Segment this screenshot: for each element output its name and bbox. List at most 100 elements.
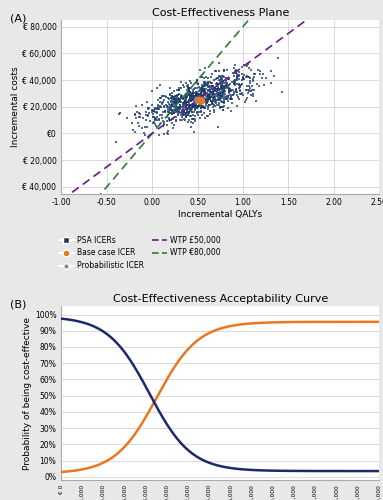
Point [168,106,174,114]
Point [218,92,224,100]
Point [201,80,207,88]
Point [221,82,227,90]
Point [229,95,235,103]
Point [188,118,194,126]
Point [214,100,220,108]
Point [215,96,221,104]
Point [190,108,196,116]
Point [187,88,193,96]
Point [217,91,223,99]
Point [224,66,230,74]
Point [223,87,229,95]
Point [185,110,191,118]
Point [159,92,165,100]
Point [227,86,233,94]
Point [183,94,189,102]
Point [236,71,242,79]
Point [171,102,177,110]
Point [231,72,237,80]
Point [221,66,227,74]
Point [215,124,221,132]
Point [241,76,247,84]
Point [247,74,254,82]
Point [203,96,209,104]
Point [221,100,227,108]
Point [173,117,179,125]
Point [169,100,175,108]
Point [173,101,179,109]
Point [214,92,220,100]
Point [216,84,223,92]
Point [209,98,215,106]
Point [160,92,167,100]
Point [219,103,225,111]
Point [136,114,142,122]
Point [172,103,178,111]
Point [173,102,179,110]
Point [194,109,200,117]
Point [194,90,200,98]
Point [196,92,203,100]
Point [192,92,198,100]
Point [185,83,191,91]
Point [187,95,193,103]
Point [192,96,198,104]
Y-axis label: Probability of being cost-effective: Probability of being cost-effective [23,316,32,470]
Point [154,84,160,92]
Point [149,119,155,127]
Point [224,80,231,88]
Point [236,86,242,94]
Point [132,110,138,118]
Point [187,102,193,110]
Point [255,66,261,74]
Point [176,86,182,94]
Point [221,88,227,96]
Point [172,95,178,103]
Point [221,92,227,100]
Point [183,109,189,117]
Point [202,64,208,72]
Point [183,98,190,106]
Point [160,118,166,126]
Point [191,108,197,116]
Point [208,97,214,105]
Point [169,92,175,100]
Point [232,66,239,74]
Point [188,96,195,104]
Point [209,100,215,108]
Point [166,96,172,104]
Point [230,86,236,94]
Point [199,97,205,105]
Point [186,85,192,93]
Point [190,94,196,102]
Point [193,90,199,98]
Point [166,114,172,122]
Point [205,97,211,105]
Point [174,98,180,106]
Point [149,87,155,95]
Point [188,95,194,103]
Point [208,96,214,104]
Point [180,100,187,108]
Point [268,68,274,76]
Point [210,76,216,84]
Point [200,96,206,104]
Point [197,86,203,94]
Point [173,94,180,102]
Point [177,106,183,114]
Point [205,95,211,103]
Point [195,98,201,106]
Point [197,97,203,105]
Point [203,100,209,108]
Point [212,68,218,76]
Point [150,110,156,118]
Point [203,92,209,100]
Point [201,86,208,94]
Point [183,97,189,105]
Point [214,87,220,95]
Point [209,82,215,90]
Point [173,95,180,103]
Point [228,94,234,102]
Point [198,104,204,112]
Point [142,131,148,139]
